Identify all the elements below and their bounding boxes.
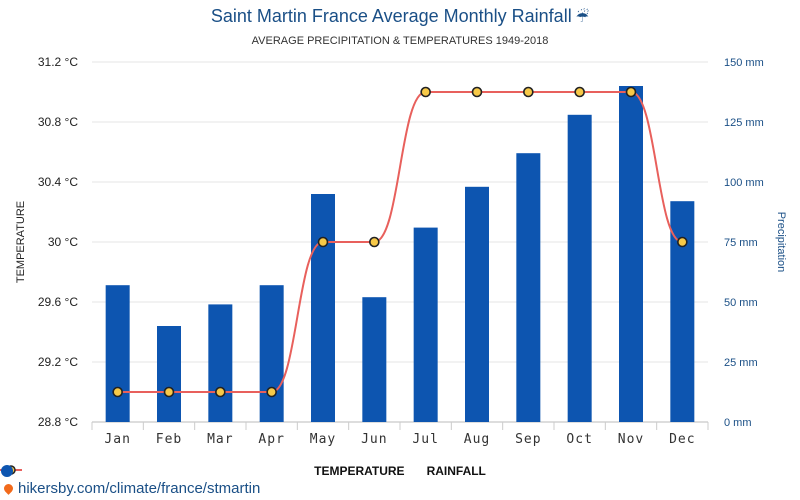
legend-label-rainfall: RAINFALL (426, 464, 486, 478)
source-link-text: hikersby.com/climate/france/stmartin (18, 480, 261, 497)
chart-legend: TEMPERATURE RAINFALL (0, 464, 800, 478)
y-tick-label-left: 29.2 °C (38, 355, 78, 369)
temperature-point (112, 386, 123, 398)
y-tick-label-right: 100 mm (724, 177, 764, 189)
legend-item-rainfall[interactable]: RAINFALL (1, 464, 486, 478)
y-tick-label-right: 150 mm (724, 57, 764, 69)
y-tick-label-right: 75 mm (724, 237, 758, 249)
rainfall-bar (465, 186, 489, 422)
y-tick-label-left: 28.8 °C (38, 415, 78, 429)
rainfall-bar (362, 297, 387, 422)
x-tick-label: Oct (566, 432, 592, 447)
x-tick-label: Aug (464, 432, 490, 447)
temperature-point (574, 86, 585, 98)
y-tick-label-right: 125 mm (724, 117, 764, 129)
y-tick-label-right: 25 mm (724, 357, 758, 369)
location-pin-icon (2, 482, 15, 495)
source-link[interactable]: hikersby.com/climate/france/stmartin (2, 480, 260, 497)
x-tick-label: Feb (156, 432, 182, 447)
x-tick-label: Mar (207, 432, 233, 447)
temperature-point (677, 236, 688, 248)
rainfall-bar (259, 285, 284, 422)
chart-subtitle: AVERAGE PRECIPITATION & TEMPERATURES 194… (251, 35, 549, 47)
y-axis-title-left: TEMPERATURE (15, 201, 27, 283)
rainfall-bar (208, 304, 233, 422)
rainfall-bar (567, 114, 592, 423)
temperature-point (317, 236, 329, 248)
temperature-point (523, 86, 534, 98)
temperature-point (215, 386, 226, 398)
y-tick-label-left: 31.2 °C (38, 55, 78, 69)
y-tick-label-left: 30 °C (48, 235, 78, 249)
x-tick-label: Jun (361, 432, 387, 447)
y-tick-label-left: 29.6 °C (38, 295, 78, 309)
temperature-point (369, 236, 380, 248)
temperature-point (420, 86, 431, 98)
rainfall-bar (619, 86, 643, 422)
temperature-line (117, 91, 683, 393)
rainfall-bar (157, 326, 181, 422)
x-tick-label: Sep (515, 432, 541, 447)
y-tick-label-left: 30.4 °C (38, 175, 78, 189)
chart-title-text: Saint Martin France Average Monthly Rain… (210, 6, 572, 26)
y-tick-label-left: 30.8 °C (38, 115, 78, 129)
y-axis-title-right: Precipitation (775, 212, 787, 273)
temperature-point (266, 386, 277, 398)
x-tick-label: Dec (669, 432, 695, 447)
y-tick-label-right: 0 mm (724, 417, 752, 429)
chart-title: Saint Martin France Average Monthly Rain… (0, 6, 800, 27)
x-tick-label: Jul (412, 432, 438, 447)
umbrella-rain-icon: ☔ (575, 8, 590, 26)
x-tick-label: Apr (258, 432, 284, 447)
legend-label-temperature: TEMPERATURE (314, 464, 405, 478)
rainfall-legend-marker-icon (1, 465, 13, 477)
x-tick-label: May (310, 432, 336, 447)
legend-item-temperature[interactable]: TEMPERATURE (0, 464, 405, 478)
rainfall-bar (311, 194, 335, 422)
rainfall-bar (516, 153, 541, 422)
temperature-point (163, 386, 175, 398)
y-tick-label-right: 50 mm (724, 297, 758, 309)
x-tick-label: Nov (618, 432, 644, 447)
x-tick-label: Jan (104, 432, 130, 447)
temperature-point (471, 86, 483, 98)
rainfall-bar (413, 227, 438, 422)
rainfall-bar (105, 285, 130, 422)
temperature-point (625, 86, 637, 98)
